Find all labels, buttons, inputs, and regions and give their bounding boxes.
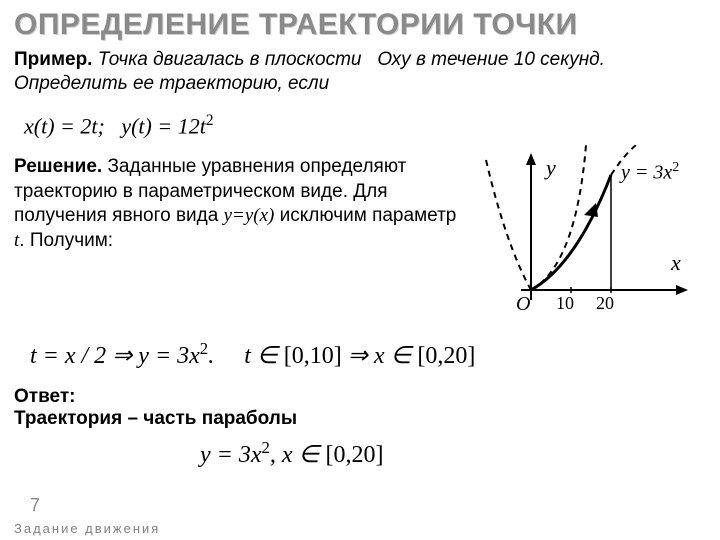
- range-x: [0,20]: [417, 343, 475, 369]
- footer-text: Задание движения: [14, 521, 160, 536]
- problem-text-2: Определить ее траекторию, если: [14, 73, 329, 94]
- deriv-exp: 2: [200, 339, 208, 358]
- x-axis-label: x: [671, 250, 681, 276]
- example-label: Пример.: [14, 49, 92, 70]
- final-exp: 2: [262, 438, 270, 457]
- y-of-t: y(t) = 12t: [121, 113, 206, 138]
- deriv-pre: t = x / 2 ⇒ y = 3x: [30, 343, 200, 369]
- final-equation: y = 3x2, x ∈ [0,20]: [0, 434, 720, 473]
- curve-equation: y = 3x2: [621, 160, 679, 185]
- tick-10: 10: [556, 293, 574, 314]
- implies-arrow: ⇒: [348, 343, 368, 369]
- x-of-t: x(t) = 2t;: [24, 113, 105, 138]
- problem-statement: Пример. Точка двигалась в плоскости Оху …: [0, 46, 720, 102]
- problem-text-1: Точка двигалась в плоскости Оху в течени…: [92, 49, 605, 70]
- solution-label: Решение.: [14, 156, 102, 177]
- tick-20: 20: [596, 293, 614, 314]
- answer-text: Траектория – часть параболы: [14, 408, 297, 429]
- slide-title: ОПРЕДЕЛЕНИЕ ТРАЕКТОРИИ ТОЧКИ: [0, 0, 720, 46]
- y-of-x: у=у(х): [224, 205, 275, 226]
- solution-text: Решение. Заданные уравнения определяют т…: [14, 155, 470, 325]
- origin-label: O: [516, 293, 530, 316]
- parametric-equations: x(t) = 2t; y(t) = 12t2: [0, 102, 720, 149]
- trajectory-graph: y x O 10 20 y = 3x2: [476, 145, 706, 325]
- answer-label: Ответ:: [14, 386, 75, 407]
- deriv-dot: .: [208, 343, 214, 369]
- t-in: t ∈: [244, 343, 278, 369]
- y-exponent: 2: [206, 112, 214, 129]
- solution-body-3: . Получим:: [19, 230, 113, 251]
- range-t: [0,10]: [284, 343, 342, 369]
- derivation-line: t = x / 2 ⇒ y = 3x2. t ∈ [0,10] ⇒ x ∈ [0…: [0, 325, 720, 378]
- y-axis-label: y: [546, 155, 556, 181]
- final-interval: [0,20]: [325, 442, 383, 468]
- x-in: x ∈: [374, 343, 412, 369]
- final-range: , x ∈: [270, 442, 320, 468]
- page-number: 7: [30, 495, 40, 516]
- answer-block: Ответ: Траектория – часть параболы: [0, 378, 720, 434]
- solution-body-2: исключим параметр: [274, 205, 456, 226]
- final-y: y = 3x: [200, 442, 262, 468]
